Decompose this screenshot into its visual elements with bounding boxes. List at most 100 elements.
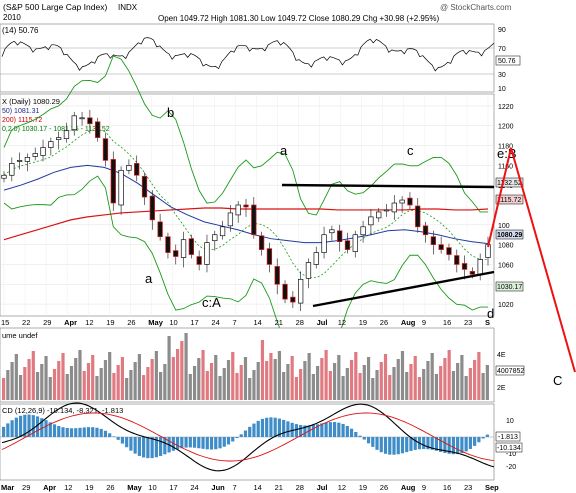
volume-bar [35,372,40,400]
volume-bar [324,350,328,400]
xaxis-bottom-label: 24 [190,483,198,492]
price-badge: 1115.72 [497,197,521,204]
candle [422,225,429,236]
xaxis-tick-label: Jul [317,318,328,327]
volume-bar [366,357,371,400]
macd-hist-bar [409,437,413,451]
volume-bar [337,355,341,400]
macd-hist-bar [443,437,447,453]
candle [79,117,85,120]
xaxis-bottom-label: Sep [485,483,499,492]
candle [251,204,257,236]
legend-main: X (Daily) 1080.29 [2,97,60,106]
volume-bar [167,336,171,400]
volume-bar [456,363,460,400]
macd-hist-bar [481,437,485,439]
xaxis-bottom-label: 9 [422,483,426,492]
xaxis-tick-label: 28 [296,318,304,327]
xaxis-tick-label: 7 [232,318,236,327]
macd-hist-bar [299,424,303,437]
macd-hist-bar [188,437,192,448]
macd-hist-bar [345,425,349,437]
price-badge-box [495,194,524,205]
candle [243,204,249,208]
volume-bar [231,352,235,400]
rsi-tick-label: 10 [498,86,506,93]
volume-bar [133,362,137,400]
volume-bar [269,353,273,400]
candle [173,250,179,257]
volume-bar [464,376,468,400]
candle [63,130,70,139]
volume-bar [443,358,447,400]
volume-bar [226,360,231,400]
candle [446,247,452,255]
macd-hist-bar [40,418,44,437]
volume-bar [99,368,103,400]
candle [399,199,405,204]
macd-hist-bar [222,437,226,447]
macd-hist-bar [2,426,6,437]
price-tick-label: 1080 [498,243,514,250]
candle [352,234,358,252]
rsi-label: (14) 50.76 [2,26,39,35]
candle [383,209,390,212]
candle [430,236,437,245]
macd-hist-bar [269,417,273,437]
annotation-d: d [487,306,494,321]
volume-bar [188,374,192,400]
macd-hist-bar [341,423,345,437]
candle [297,278,304,304]
volume-bar [422,369,426,400]
volume-bar [52,369,57,400]
macd-hist-bar [426,437,430,450]
macd-hist-bar [226,437,231,445]
macd-hist-bar [456,437,460,455]
macd-hist-bar [328,422,332,437]
macd-hist-bar [44,420,48,437]
rsi-line [1,37,495,72]
volume-bar [86,363,91,400]
volume-bar [358,373,362,400]
macd-hist-bar [273,417,277,437]
price-tick-label: 100 [498,223,510,230]
macd-hist-bar [108,433,112,437]
macd-hist-bar [116,437,120,440]
macd-hist-bar [260,418,265,437]
xaxis-bottom-label: 19 [85,483,93,492]
macd-hist-bar [379,437,383,453]
macd-label: CD (12,26,9) -10.134, -8.321, -1.813 [2,406,123,415]
macd-hist-bar [74,428,78,437]
volume-bar [299,369,303,400]
volume-bar [137,354,141,400]
macd-hist-bar [371,437,375,447]
candle [134,163,140,176]
volume-bar [485,365,489,400]
volume-bar [27,359,31,400]
volume-bar [142,375,146,400]
macd-hist-bar [354,431,358,437]
volume-bar [154,351,158,400]
xaxis-bottom-label: 29 [22,483,30,492]
annotation-a-low: a [145,271,153,286]
volume-bar [248,378,252,400]
volume-bar [65,374,69,400]
annotation-cA: c:A [202,295,221,310]
volume-bar [91,355,95,400]
candle [71,115,77,131]
candle [407,197,413,206]
upper-trendline [281,183,495,189]
xaxis-tick-label: Apr [64,318,77,327]
rsi-tick-label: 70 [498,46,506,53]
volume-bar [235,373,239,400]
candle [415,205,421,228]
macd-hist-bar [214,437,218,450]
xaxis-bottom-label: 10 [148,483,156,492]
xaxis-tick-label: 12 [338,318,346,327]
xaxis-tick-label: 12 [85,318,93,327]
volume-bar [345,368,349,400]
macd-hist-bar [154,437,158,458]
price-tick-label: 1020 [498,302,514,309]
candle [141,175,148,198]
xaxis-bottom-label: 28 [296,483,304,492]
